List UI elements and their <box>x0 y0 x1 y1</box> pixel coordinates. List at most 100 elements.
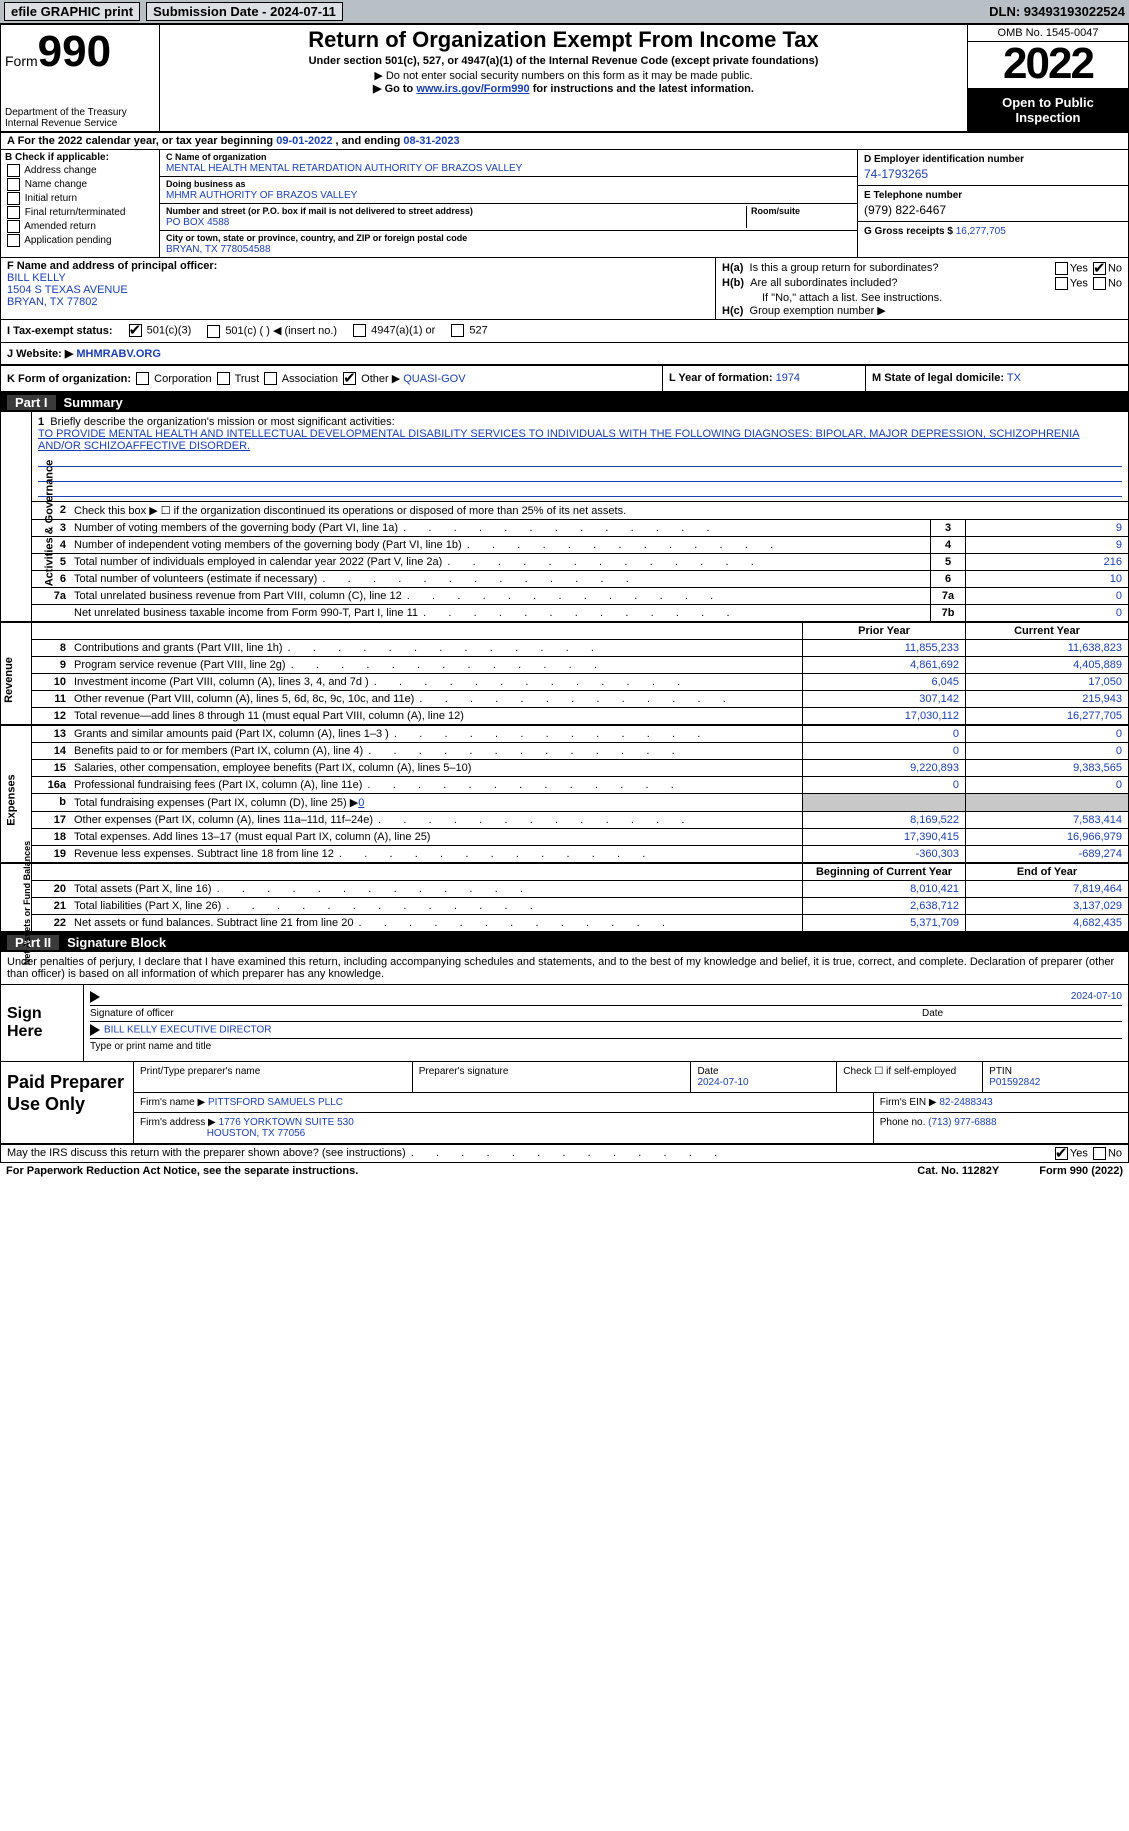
firm-phone: (713) 977-6888 <box>928 1117 996 1128</box>
header-center: Return of Organization Exempt From Incom… <box>160 25 968 131</box>
line-8: Contributions and grants (Part VIII, lin… <box>70 640 802 656</box>
line-2: Check this box ▶ ☐ if the organization d… <box>70 502 1128 519</box>
room-label: Room/suite <box>751 206 800 216</box>
val-5: 216 <box>965 554 1128 570</box>
line-3: Number of voting members of the governin… <box>70 520 930 536</box>
l-label: L Year of formation: <box>669 372 773 384</box>
firm-phone-label: Phone no. <box>880 1117 926 1128</box>
val-6: 10 <box>965 571 1128 587</box>
p10: 6,045 <box>802 674 965 690</box>
c22: 4,682,435 <box>965 915 1128 931</box>
chk-assoc[interactable] <box>264 372 277 385</box>
chk-527[interactable] <box>451 324 464 337</box>
line-18: Total expenses. Add lines 13–17 (must eq… <box>70 829 802 845</box>
p9: 4,861,692 <box>802 657 965 673</box>
discuss-no[interactable] <box>1093 1147 1106 1160</box>
vtab-gov: Activities & Governance <box>1 412 32 621</box>
p12: 17,030,112 <box>802 708 965 724</box>
col-f: F Name and address of principal officer:… <box>1 258 716 319</box>
signature-intro: Under penalties of perjury, I declare th… <box>1 952 1128 985</box>
ptin-label: PTIN <box>989 1066 1012 1077</box>
chk-501c[interactable] <box>207 325 220 338</box>
chk-other[interactable] <box>343 372 356 385</box>
line-7b: Net unrelated business taxable income fr… <box>70 605 930 621</box>
net-assets-section: Net Assets or Fund Balances Beginning of… <box>1 864 1128 933</box>
line-12: Total revenue—add lines 8 through 11 (mu… <box>70 708 802 724</box>
part-1-title: Summary <box>64 395 123 410</box>
discuss-yes[interactable] <box>1055 1147 1068 1160</box>
prep-sig-label: Preparer's signature <box>419 1066 509 1077</box>
line-11: Other revenue (Part VIII, column (A), li… <box>70 691 802 707</box>
hdr-prior: Prior Year <box>802 623 965 639</box>
prep-date-label: Date <box>697 1066 718 1077</box>
footer-cat: Cat. No. 11282Y <box>917 1165 999 1177</box>
c19: -689,274 <box>965 846 1128 862</box>
p15: 9,220,893 <box>802 760 965 776</box>
firm-addr2: HOUSTON, TX 77056 <box>207 1128 306 1139</box>
irs-label: Internal Revenue Service <box>5 118 155 129</box>
part-1-num: Part I <box>7 395 56 410</box>
check-self-employed[interactable]: Check ☐ if self-employed <box>837 1062 983 1092</box>
open-inspection: Open to Public Inspection <box>968 89 1128 131</box>
m-label: M State of legal domicile: <box>872 372 1004 384</box>
col-d-e-g: D Employer identification number 74-1793… <box>858 150 1128 257</box>
form-number: 990 <box>38 27 111 76</box>
ein-label: D Employer identification number <box>864 154 1024 165</box>
chk-501c3[interactable] <box>129 324 142 337</box>
subtitle-1: Under section 501(c), 527, or 4947(a)(1)… <box>166 55 961 67</box>
line-10: Investment income (Part VIII, column (A)… <box>70 674 802 690</box>
line-15: Salaries, other compensation, employee b… <box>70 760 802 776</box>
firm-name: PITTSFORD SAMUELS PLLC <box>208 1097 343 1108</box>
chk-pending[interactable]: Application pending <box>5 234 155 247</box>
officer-name: BILL KELLY <box>7 272 66 284</box>
c10: 17,050 <box>965 674 1128 690</box>
form-990: Form990 Department of the Treasury Inter… <box>0 24 1129 1163</box>
revenue-section: Revenue Prior YearCurrent Year 8Contribu… <box>1 623 1128 726</box>
hdr-beg: Beginning of Current Year <box>802 864 965 880</box>
discuss-text: May the IRS discuss this return with the… <box>7 1147 1053 1160</box>
subtitle-2: ▶ Do not enter social security numbers o… <box>166 69 961 82</box>
efile-print-button[interactable]: efile GRAPHIC print <box>4 2 140 21</box>
c17: 7,583,414 <box>965 812 1128 828</box>
firm-addr1: 1776 YORKTOWN SUITE 530 <box>219 1117 354 1128</box>
chk-final[interactable]: Final return/terminated <box>5 206 155 219</box>
h-note: If "No," attach a list. See instructions… <box>722 292 1122 304</box>
tax-year: 2022 <box>968 42 1128 89</box>
city: BRYAN, TX 778054588 <box>166 244 271 255</box>
k-l-m-row: K Form of organization: Corporation Trus… <box>1 366 1128 394</box>
gross-label: G Gross receipts $ <box>864 226 953 237</box>
hdr-curr: Current Year <box>965 623 1128 639</box>
type-name-label: Type or print name and title <box>90 1041 1122 1052</box>
ptin: P01592842 <box>989 1077 1040 1088</box>
line-13: Grants and similar amounts paid (Part IX… <box>70 726 802 742</box>
city-label: City or town, state or province, country… <box>166 233 467 243</box>
subtitle-3: ▶ Go to www.irs.gov/Form990 for instruct… <box>166 82 961 95</box>
chk-trust[interactable] <box>217 372 230 385</box>
website-row: J Website: ▶ MHMRABV.ORG <box>1 343 1128 366</box>
c12: 16,277,705 <box>965 708 1128 724</box>
line-19: Revenue less expenses. Subtract line 18 … <box>70 846 802 862</box>
chk-4947[interactable] <box>353 324 366 337</box>
chk-corp[interactable] <box>136 372 149 385</box>
calendar-year-row: A For the 2022 calendar year, or tax yea… <box>1 133 1128 150</box>
line-17: Other expenses (Part IX, column (A), lin… <box>70 812 802 828</box>
state-domicile: TX <box>1007 372 1021 384</box>
line-14: Benefits paid to or for members (Part IX… <box>70 743 802 759</box>
chk-amended[interactable]: Amended return <box>5 220 155 233</box>
arrow-icon <box>90 1024 100 1036</box>
b-label: B Check if applicable: <box>5 152 109 163</box>
col-b: B Check if applicable: Address change Na… <box>1 150 160 257</box>
line-6: Total number of volunteers (estimate if … <box>70 571 930 587</box>
chk-initial[interactable]: Initial return <box>5 192 155 205</box>
chk-name[interactable]: Name change <box>5 178 155 191</box>
year-formation: 1974 <box>776 372 800 384</box>
k-label: K Form of organization: <box>7 373 131 385</box>
section-f-h: F Name and address of principal officer:… <box>1 258 1128 320</box>
officer-addr2: BRYAN, TX 77802 <box>7 296 98 308</box>
c18: 16,966,979 <box>965 829 1128 845</box>
irs-link[interactable]: www.irs.gov/Form990 <box>416 83 529 95</box>
dept-treasury: Department of the Treasury <box>5 107 155 118</box>
prep-date: 2024-07-10 <box>697 1077 748 1088</box>
chk-address[interactable]: Address change <box>5 164 155 177</box>
hdr-end: End of Year <box>965 864 1128 880</box>
